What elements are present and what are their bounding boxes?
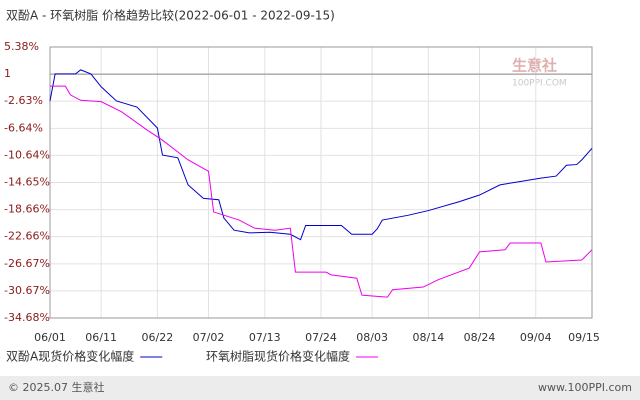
- x-tick-label: 06/01: [34, 331, 66, 344]
- plot-frame: [49, 46, 593, 319]
- footer-right: www.100PPI.com: [538, 381, 632, 394]
- y-tick-label: -18.66%: [4, 203, 50, 216]
- x-tick-label: 07/24: [305, 331, 337, 344]
- x-tick-label: 09/15: [568, 331, 600, 344]
- x-tick-label: 06/22: [142, 331, 174, 344]
- y-tick-label: 5.38%: [4, 40, 39, 53]
- series-line: [49, 69, 593, 241]
- legend-label: 双酚A现货价格变化幅度: [6, 349, 134, 364]
- watermark-name: 生意社: [512, 57, 557, 75]
- y-tick-label: -34.68%: [4, 311, 50, 324]
- x-tick-label: 06/11: [85, 331, 117, 344]
- y-tick-label: -22.66%: [4, 230, 50, 243]
- y-tick-label: -26.67%: [4, 257, 50, 270]
- footer-bar: [0, 376, 640, 400]
- y-tick-label: -10.64%: [4, 148, 50, 161]
- y-tick-label: -2.63%: [4, 94, 43, 107]
- x-tick-label: 08/14: [413, 331, 445, 344]
- x-tick-label: 08/24: [464, 331, 496, 344]
- x-tick-label: 08/03: [356, 331, 388, 344]
- x-tick-label: 07/13: [249, 331, 281, 344]
- x-tick-label: 07/02: [193, 331, 225, 344]
- y-tick-label: -6.64%: [4, 121, 43, 134]
- x-tick-label: 09/04: [520, 331, 552, 344]
- y-tick-label: -30.67%: [4, 284, 50, 297]
- series-line: [50, 85, 593, 298]
- chart-title: 双酚A - 环氧树脂 价格趋势比较(2022-06-01 - 2022-09-1…: [6, 8, 335, 23]
- y-tick-label: 1: [4, 67, 11, 80]
- y-tick-label: -14.65%: [4, 176, 50, 189]
- legend-label: 环氧树脂现货价格变化幅度: [206, 349, 350, 364]
- watermark-site: 100PPI.COM: [512, 79, 567, 89]
- footer-left: © 2025.07 生意社: [8, 380, 104, 394]
